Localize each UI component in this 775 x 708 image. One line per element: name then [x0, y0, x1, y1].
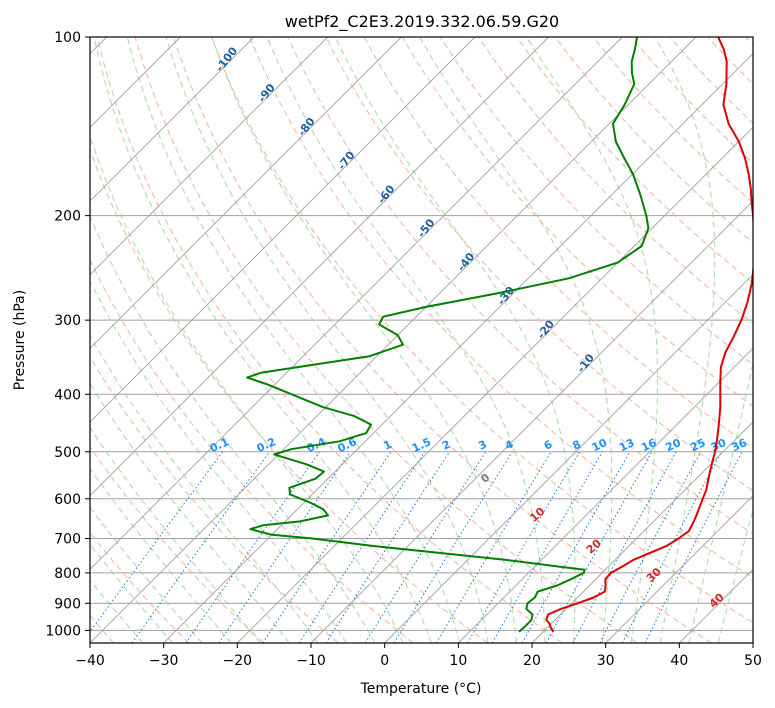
y-tick-label: 300	[54, 313, 81, 329]
dry-adiabat-line	[211, 37, 753, 624]
moist-adiabat-line	[90, 426, 261, 643]
isotherm-line	[384, 274, 753, 643]
dry-adiabat-line	[90, 355, 339, 643]
isotherm-line	[90, 37, 697, 643]
isotherm-line	[90, 37, 549, 497]
x-tick-label: −30	[149, 653, 179, 669]
moist-adiabat-line	[90, 579, 144, 643]
mixing-ratio-line	[644, 451, 743, 643]
x-tick-label: 50	[744, 653, 762, 669]
mixing-ratio-label: 13	[617, 436, 636, 454]
moist-adiabat-line	[90, 382, 290, 643]
x-tick-label: 30	[597, 653, 615, 669]
y-axis-label: Pressure (hPa)	[12, 290, 28, 390]
moist-adiabat-line	[90, 334, 319, 643]
moist-adiabat-line	[90, 543, 173, 643]
y-tick-label: 100	[54, 30, 81, 46]
moist-adiabats	[90, 37, 753, 643]
moist-adiabat-line	[126, 37, 461, 643]
isotherm-line	[310, 200, 753, 643]
mixing-ratio-line	[185, 451, 321, 643]
mixing-ratio-line	[218, 451, 351, 643]
isotherm-line	[605, 495, 753, 643]
mixing-ratio-label: 16	[639, 436, 659, 454]
isotherm-line	[90, 37, 623, 570]
y-tick-label: 900	[54, 596, 81, 612]
dry-adiabats	[90, 37, 753, 643]
isotherm-line	[90, 37, 328, 276]
y-tick-label: 700	[54, 532, 81, 548]
y-tick-label: 500	[54, 445, 81, 461]
mixing-ratio-label: 36	[730, 436, 750, 454]
moist-adiabat-line	[211, 37, 517, 643]
mixing-ratio-line	[572, 451, 677, 643]
mixing-ratio-line	[545, 451, 653, 643]
isotherm-line	[90, 37, 255, 202]
dry-adiabat-line	[90, 445, 264, 643]
mixing-ratio-line	[262, 451, 392, 643]
mixing-ratio-line	[364, 451, 487, 643]
moist-adiabat-line	[90, 134, 404, 643]
x-tick-label: −20	[223, 653, 253, 669]
mixing-ratio-line	[325, 451, 451, 643]
isotherm-line	[90, 37, 402, 349]
x-tick-label: 40	[670, 653, 688, 669]
x-tick-label: 10	[449, 653, 467, 669]
temperature-profile-line	[545, 37, 753, 633]
dry-adiabat-line	[287, 37, 753, 535]
x-tick-label: −10	[296, 653, 326, 669]
moist-adiabat-line	[90, 215, 376, 643]
y-tick-label: 800	[54, 566, 81, 582]
moist-adiabat-line	[525, 37, 659, 643]
moist-adiabat-line	[90, 467, 232, 643]
mixing-ratio-line	[435, 451, 552, 643]
y-tick-label: 1000	[45, 623, 81, 639]
y-tick-label: 400	[54, 387, 81, 403]
x-axis-label: Temperature (°C)	[360, 681, 482, 697]
mixing-ratio-lines	[90, 451, 743, 643]
mixing-ratio-label: 20	[664, 436, 684, 454]
moist-adiabat-line	[90, 506, 203, 643]
moist-adiabat-line	[419, 37, 613, 643]
dry-adiabat-line	[249, 37, 753, 579]
x-tick-label: −40	[75, 653, 105, 669]
dry-adiabat-line	[134, 37, 638, 643]
moist-adiabat-line	[654, 37, 716, 643]
x-axis-ticks: −40 −30 −20 −10 0 10 20 30 40 50	[75, 643, 762, 669]
x-tick-label: 20	[523, 653, 541, 669]
mixing-ratio-line	[298, 451, 426, 643]
moist-adiabat-line	[93, 37, 432, 643]
moist-adiabat-line	[688, 361, 753, 643]
mixing-ratio-line	[131, 451, 271, 643]
isotherm-line	[90, 37, 476, 423]
mixing-ratio-line	[599, 451, 702, 643]
pressure-grid	[90, 37, 753, 631]
moist-adiabat-line	[334, 37, 576, 643]
y-tick-label: 200	[54, 209, 81, 225]
dewpoint-profile-line	[246, 37, 650, 633]
isotherm-line	[531, 421, 753, 643]
chart-title: wetPf2_C2E3.2019.332.06.59.G20	[285, 12, 559, 32]
y-axis-ticks: 100 200 300 400 500 600 700 800 900 1000	[45, 30, 90, 639]
mixing-ratio-label: 30	[709, 436, 729, 454]
mixing-ratio-label: 25	[688, 436, 707, 454]
moist-adiabat-line	[717, 508, 753, 643]
mixing-ratio-line	[90, 451, 224, 633]
mixing-ratio-label: 10	[590, 436, 610, 454]
plot-frame	[89, 36, 754, 644]
x-tick-label: 0	[380, 653, 389, 669]
mixing-ratio-line	[521, 451, 631, 643]
dry-adiabat-line	[172, 37, 712, 643]
profile-series	[246, 37, 753, 633]
y-tick-label: 600	[54, 492, 81, 508]
isotherm-line	[458, 347, 753, 643]
moist-adiabat-line	[266, 37, 546, 643]
dry-adiabat-line	[96, 37, 563, 643]
dry-adiabat-line	[90, 258, 414, 643]
isotherm-line	[163, 53, 753, 643]
dry-adiabat-line	[325, 37, 753, 492]
